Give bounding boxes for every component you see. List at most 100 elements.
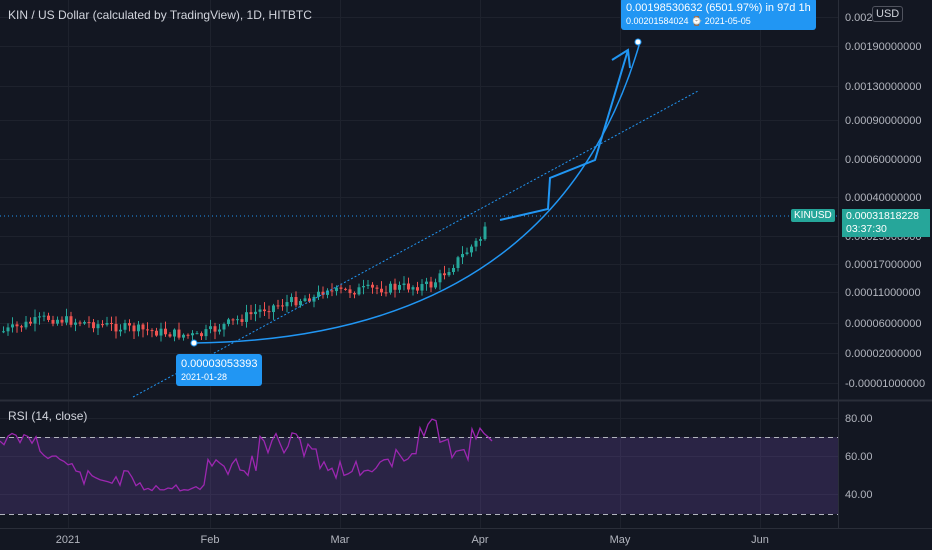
target-value: 0.00198530632 (6501.97%) in 97d 1h xyxy=(626,2,811,14)
candle-body xyxy=(132,325,136,332)
candle-body xyxy=(366,284,370,287)
candle-body xyxy=(24,321,28,328)
rsi-label: RSI (14, close) xyxy=(8,409,88,423)
candle-body xyxy=(321,291,325,295)
candle-body xyxy=(326,290,329,295)
price-tick-label: 0.00011000000 xyxy=(845,287,921,299)
time-gridlines xyxy=(68,0,761,528)
candle-body xyxy=(236,319,239,321)
arrowhead-icon xyxy=(611,48,631,69)
candle-body xyxy=(20,326,23,328)
price-axis[interactable]: 0.002 0.00190000000 0.00130000000 0.0009000… xyxy=(845,12,925,390)
candle-body xyxy=(348,289,352,294)
candle-body xyxy=(33,317,37,324)
time-tick-label: 2021 xyxy=(56,534,80,546)
candle-body xyxy=(74,322,77,325)
time-tick-label: Mar xyxy=(331,534,350,546)
target-point-marker[interactable] xyxy=(634,38,642,46)
candle-body xyxy=(434,282,437,288)
time-axis[interactable]: 2021 Feb Mar Apr May Jun xyxy=(56,534,769,546)
candle-body xyxy=(371,284,374,288)
candle-body xyxy=(263,309,266,312)
candle-body xyxy=(335,287,338,292)
last-price-value: 0.00031818228 xyxy=(846,210,919,222)
candle-body xyxy=(452,267,455,273)
candle-body xyxy=(2,331,5,333)
projection-path[interactable] xyxy=(499,49,629,221)
candle-body xyxy=(87,322,91,324)
price-tick-label: 0.00130000000 xyxy=(845,81,921,93)
candle-body xyxy=(227,319,230,325)
time-tick-label: May xyxy=(610,534,631,546)
candle-body xyxy=(15,324,19,327)
candle-body xyxy=(407,283,410,290)
candle-body xyxy=(186,334,190,336)
candle-body xyxy=(195,333,199,335)
candle-body xyxy=(51,319,55,324)
target-annotation[interactable]: 0.00198530632 (6501.97%) in 97d 1h 0.002… xyxy=(621,0,816,30)
rsi-line xyxy=(0,418,493,492)
candle-body xyxy=(6,327,10,332)
candle-body xyxy=(146,329,149,331)
candle-body xyxy=(258,309,262,312)
rsi-tick-label: 40.00 xyxy=(845,489,873,501)
candle-body xyxy=(11,324,14,328)
price-tick-label: 0.002 xyxy=(845,12,873,24)
candle-body xyxy=(231,319,235,321)
candle-body xyxy=(402,283,406,286)
candle-body xyxy=(344,288,347,290)
time-tick-label: Jun xyxy=(751,534,769,546)
candle-body xyxy=(411,287,415,290)
candle-body xyxy=(69,316,73,325)
time-tick-label: Feb xyxy=(201,534,220,546)
candle-body xyxy=(465,252,469,255)
candle-body xyxy=(294,297,298,306)
candle-body xyxy=(168,334,172,337)
rsi-band-fill xyxy=(0,437,838,514)
candle-body xyxy=(222,324,226,330)
candle-body xyxy=(447,272,451,276)
candle-body xyxy=(56,319,59,324)
candle-body xyxy=(29,321,32,324)
candle-body xyxy=(38,316,41,318)
candle-body xyxy=(483,226,487,240)
candle-body xyxy=(456,257,460,268)
currency-button[interactable]: USD xyxy=(872,6,904,22)
candle-body xyxy=(474,240,478,247)
candle-body xyxy=(105,323,109,325)
candle-body xyxy=(128,323,131,326)
candle-body xyxy=(420,284,424,291)
candle-body xyxy=(182,334,185,338)
target-sub: 0.00201584024 ⌚ 2021-05-05 xyxy=(626,16,751,26)
time-tick-label: Apr xyxy=(471,534,488,546)
rsi-axis[interactable]: 80.00 60.00 40.00 xyxy=(845,413,873,501)
price-gridlines xyxy=(0,17,838,495)
candlesticks xyxy=(2,222,487,342)
candle-body xyxy=(47,315,50,320)
candle-body xyxy=(42,315,46,317)
candle-body xyxy=(272,305,275,313)
candle-body xyxy=(425,281,428,285)
candle-body xyxy=(389,283,392,293)
parabolic-curve[interactable] xyxy=(194,41,641,344)
last-price-box: 0.00031818228 03:37:30 xyxy=(842,209,930,237)
start-annotation[interactable]: 0.00003053393 2021-01-28 xyxy=(176,354,263,386)
start-value: 0.00003053393 xyxy=(181,358,258,370)
candle-body xyxy=(443,273,446,276)
trend-line[interactable] xyxy=(132,90,699,398)
rsi-tick-label: 80.00 xyxy=(845,413,873,425)
price-tick-label: 0.00190000000 xyxy=(845,41,921,53)
candle-body xyxy=(164,328,167,335)
candle-body xyxy=(65,316,68,323)
candle-body xyxy=(92,322,95,329)
candle-body xyxy=(245,312,248,322)
candle-body xyxy=(254,311,257,315)
start-point-marker[interactable] xyxy=(190,339,198,347)
candle-body xyxy=(429,281,433,288)
candle-body xyxy=(285,302,289,307)
candle-body xyxy=(330,290,334,292)
price-tick-label: 0.00002000000 xyxy=(845,348,921,360)
candle-body xyxy=(141,324,145,330)
candle-body xyxy=(290,297,293,303)
